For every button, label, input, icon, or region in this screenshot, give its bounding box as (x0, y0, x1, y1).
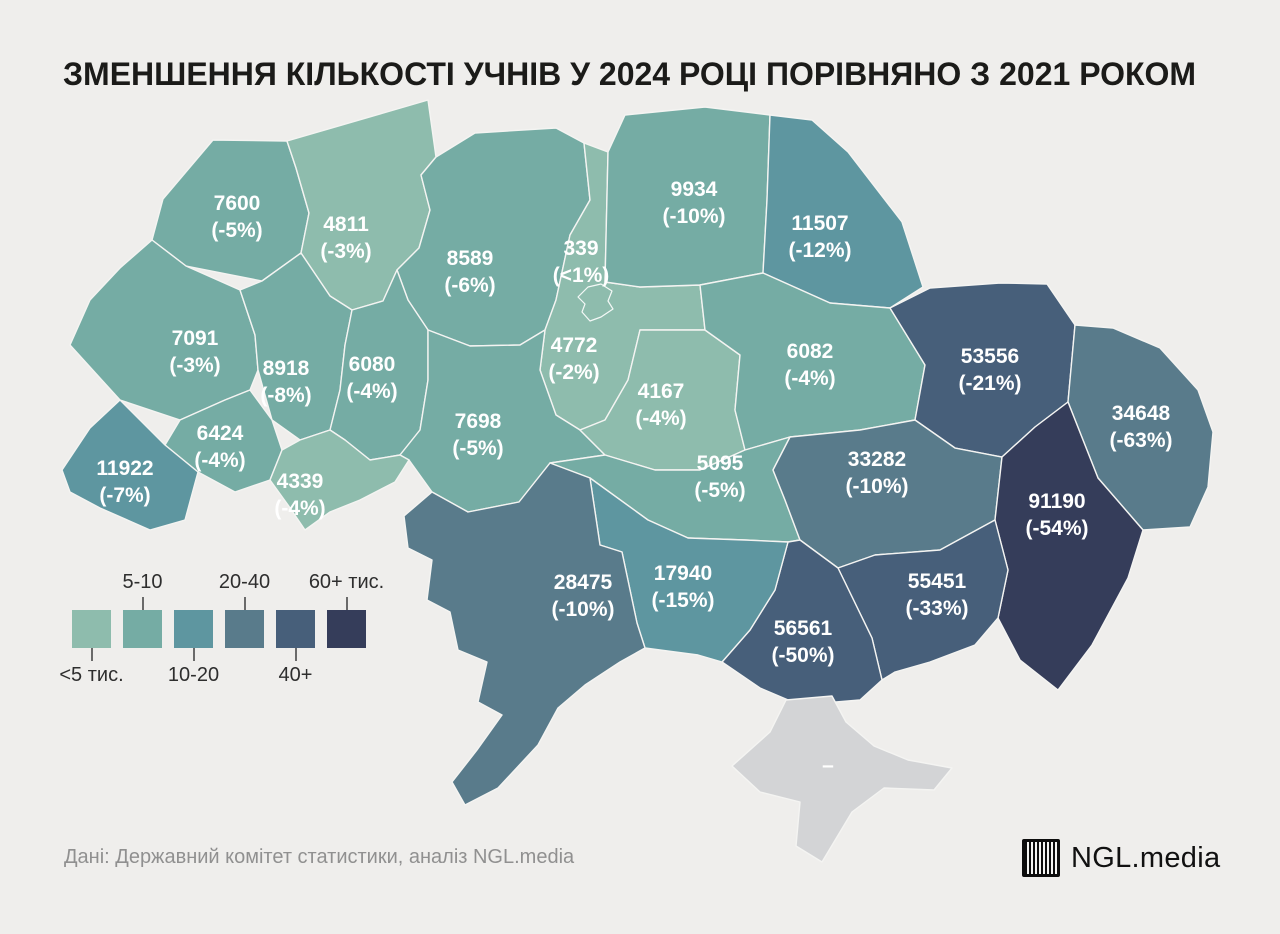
region-label-lviv: 7091 (-3%) (169, 327, 220, 377)
region-label-kherson: 56561 (-50%) (771, 617, 834, 667)
region-zakarpattia (61, 399, 199, 531)
region-label-odesa: 28475 (-10%) (551, 571, 614, 621)
page-title: ЗМЕНШЕННЯ КІЛЬКОСТІ УЧНІВ У 2024 РОЦІ ПО… (63, 56, 1197, 92)
region-label-mykolaiv: 17940 (-15%) (651, 562, 714, 612)
region-sumy (762, 114, 924, 309)
region-label-khmelnytskyi: 6080 (-4%) (346, 353, 397, 403)
region-chernivtsi (269, 429, 410, 531)
region-label-chernihiv: 9934 (-10%) (662, 178, 725, 228)
region-label-zaporizhzhia: 55451 (-33%) (905, 570, 968, 620)
brand: NGL.media (1022, 839, 1220, 877)
source-note: Дані: Державний комітет статистики, анал… (64, 846, 575, 868)
region-label-sumy: 11507 (-12%) (788, 212, 851, 262)
ngl-media-logo-icon (1022, 839, 1060, 877)
region-label-donetsk: 91190 (-54%) (1025, 490, 1088, 540)
region-label-kyiv-city: 339 (<1%) (553, 237, 610, 287)
region-label-kirovohrad: 5095 (-5%) (694, 452, 745, 502)
region-label-zhytomyr: 8589 (-6%) (444, 247, 495, 297)
kyiv-city-outline (577, 283, 614, 322)
region-label-dnipro: 33282 (-10%) (845, 448, 908, 498)
brand-name: NGL.media (1071, 841, 1221, 874)
region-label-rivne: 4811 (-3%) (320, 213, 371, 263)
region-label-luhansk: 34648 (-63%) (1109, 402, 1172, 452)
region-label-ivano-frankivsk: 6424 (-4%) (194, 422, 245, 472)
region-label-cherkasy: 4167 (-4%) (635, 380, 686, 430)
region-label-crimea: – (822, 754, 834, 777)
region-label-zakarpattia: 11922 (-7%) (96, 457, 153, 507)
region-crimea (731, 695, 953, 863)
region-label-poltava: 6082 (-4%) (784, 340, 835, 390)
region-label-ternopil: 8918 (-8%) (260, 357, 311, 407)
region-odesa (403, 462, 646, 806)
region-label-kyiv-oblast: 4772 (-2%) (548, 334, 599, 384)
region-label-kharkiv: 53556 (-21%) (958, 345, 1021, 395)
region-label-vinnytsia: 7698 (-5%) (452, 410, 503, 460)
region-label-volyn: 7600 (-5%) (211, 192, 262, 242)
region-label-chernivtsi: 4339 (-4%) (274, 470, 325, 520)
